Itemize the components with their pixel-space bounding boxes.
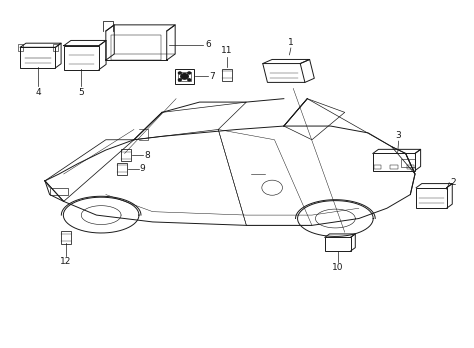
Text: 8: 8 xyxy=(144,151,150,160)
Bar xyxy=(390,165,398,169)
Bar xyxy=(20,47,55,68)
Bar xyxy=(111,35,161,60)
Text: 6: 6 xyxy=(205,40,211,49)
Bar xyxy=(373,153,415,171)
Text: 9: 9 xyxy=(139,164,146,173)
Circle shape xyxy=(178,79,181,81)
Bar xyxy=(175,69,194,84)
Circle shape xyxy=(188,79,191,81)
Bar xyxy=(325,237,351,251)
Bar xyxy=(221,69,232,81)
Bar xyxy=(50,188,68,195)
Bar xyxy=(61,231,71,244)
Bar xyxy=(401,159,415,167)
Text: 7: 7 xyxy=(209,72,215,81)
Bar xyxy=(18,44,23,51)
Circle shape xyxy=(178,72,181,74)
Bar xyxy=(407,165,414,169)
Circle shape xyxy=(188,72,191,74)
Bar xyxy=(374,165,381,169)
Bar xyxy=(121,149,131,161)
Text: 4: 4 xyxy=(35,88,41,97)
Text: 1: 1 xyxy=(288,38,294,47)
Bar xyxy=(53,44,58,51)
Text: 12: 12 xyxy=(60,257,72,266)
Text: 3: 3 xyxy=(396,131,401,140)
Bar xyxy=(117,163,128,175)
Bar xyxy=(178,72,191,81)
Text: 10: 10 xyxy=(332,263,344,272)
Text: 11: 11 xyxy=(221,46,232,55)
Bar xyxy=(416,188,447,208)
Circle shape xyxy=(181,74,188,79)
Bar xyxy=(64,46,99,70)
Text: 5: 5 xyxy=(79,88,84,97)
Text: 2: 2 xyxy=(450,178,456,187)
